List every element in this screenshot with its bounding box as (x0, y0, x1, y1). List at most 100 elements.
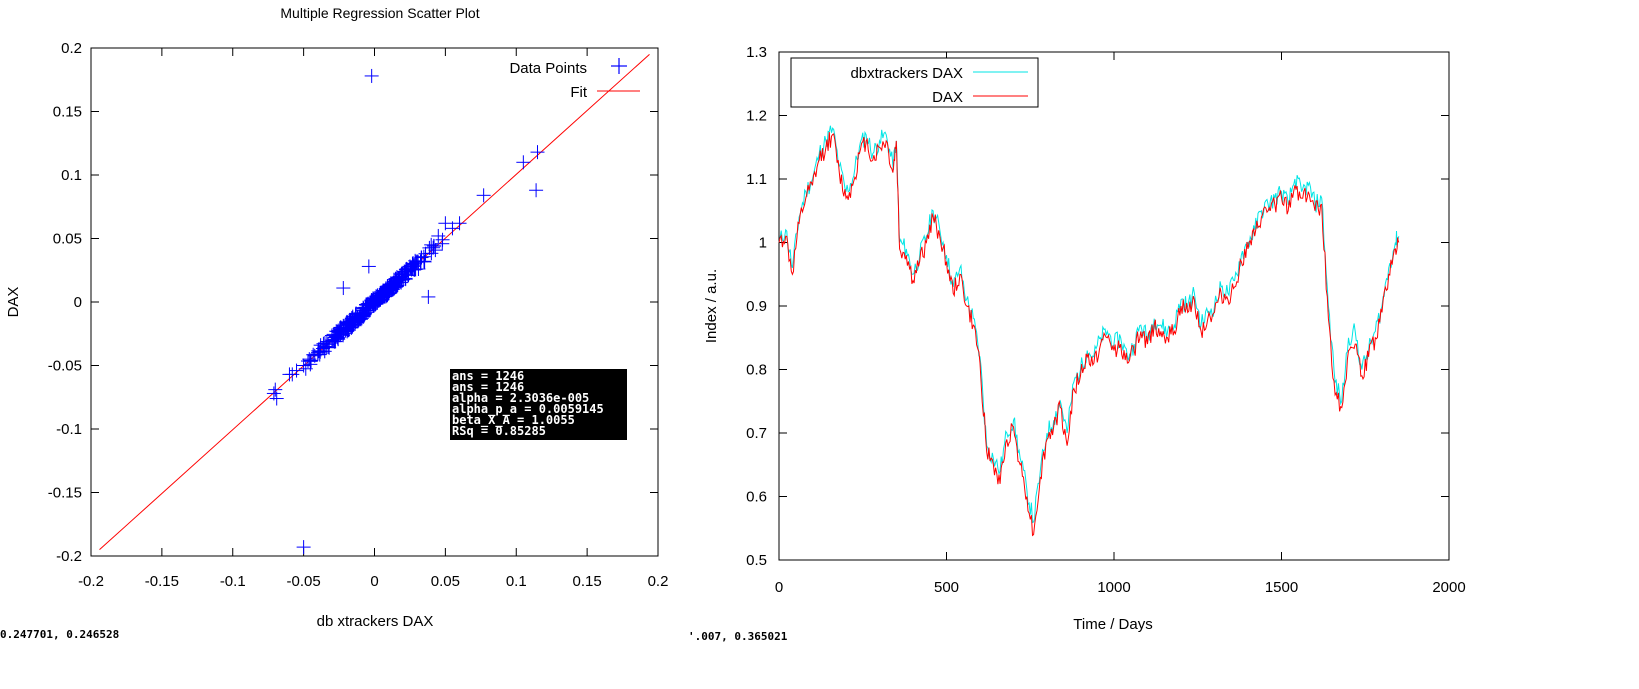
x-tick-label: 0.1 (506, 573, 527, 590)
data-point (330, 324, 345, 339)
data-point (347, 314, 362, 329)
data-point (366, 291, 381, 306)
legend: Data Points Fit (509, 58, 640, 101)
y-tick-label: 0.05 (53, 231, 82, 248)
stats-line: ans = 1246 (452, 369, 524, 383)
x-axis: -0.2 -0.15 -0.1 -0.05 0 0.05 0.1 0.15 0.2 (78, 48, 668, 590)
data-point (406, 256, 421, 271)
data-point (336, 281, 351, 296)
data-point (380, 280, 395, 295)
data-point (334, 320, 349, 335)
x-tick-label: 0.15 (573, 573, 602, 590)
legend-label-fit: Fit (570, 84, 587, 101)
x-tick-label: -0.1 (220, 573, 246, 590)
data-point (399, 263, 414, 278)
x-tick-label: 0.05 (431, 573, 460, 590)
data-point (268, 382, 283, 397)
x-tick-label: 2000 (1432, 579, 1465, 596)
x-tick-label: -0.2 (78, 573, 104, 590)
data-point (371, 291, 386, 306)
legend-marker-data-points (611, 58, 627, 74)
stats-line: alpha = 2.3036e-005 (452, 391, 589, 405)
legend-label-data-points: Data Points (509, 60, 587, 77)
data-point (530, 145, 545, 160)
data-point (342, 314, 357, 329)
legend-box (790, 57, 1039, 108)
data-point (319, 334, 334, 349)
x-axis: 0 500 1000 1500 2000 (775, 52, 1466, 596)
stats-line: ans = 1246 (452, 380, 524, 394)
legend: dbxtrackers DAX DAX (790, 57, 1039, 108)
stats-line: RSq = 0.85285 (452, 424, 546, 438)
data-point (421, 289, 436, 304)
y-tick-label: 0.9 (746, 298, 767, 315)
data-point (344, 310, 359, 325)
legend-label-dbxtrackers-dax: dbxtrackers DAX (850, 65, 963, 82)
stats-line: alpha_p_a = 0.0059145 (452, 402, 604, 417)
data-point (300, 354, 315, 369)
data-point (359, 305, 374, 320)
data-point (333, 322, 348, 337)
data-point (516, 155, 531, 170)
series-line-dbxtrackers-dax (778, 125, 1400, 524)
data-point (452, 216, 467, 231)
legend-label-dax: DAX (932, 89, 963, 106)
y-tick-label: -0.05 (48, 358, 82, 375)
data-point (391, 272, 406, 287)
plot-area (778, 125, 1400, 537)
x-tick-label: 1000 (1097, 579, 1130, 596)
plot-area (99, 53, 650, 555)
y-axis: 1.3 1.2 1.1 1 0.9 0.8 0.7 0.6 0.5 (746, 44, 1449, 569)
y-tick-label: 1.2 (746, 108, 767, 125)
data-point (435, 236, 450, 251)
y-tick-label: 0 (74, 294, 82, 311)
stats-box-background (450, 369, 627, 440)
x-tick-label: 0 (370, 573, 378, 590)
series-line-dax (778, 132, 1400, 537)
x-tick-label: -0.05 (287, 573, 321, 590)
data-point (355, 307, 370, 322)
data-point (316, 336, 331, 351)
stats-line: beta_X_A = 1.0055 (452, 413, 575, 428)
y-tick-label: 0.7 (746, 425, 767, 442)
data-point (345, 317, 360, 332)
data-point (361, 259, 376, 274)
data-point (476, 188, 491, 203)
data-point (438, 216, 453, 231)
x-axis-label: db xtrackers DAX (317, 613, 434, 630)
data-point (529, 183, 544, 198)
y-tick-label: 0.8 (746, 362, 767, 379)
data-point (282, 367, 297, 382)
y-tick-label: -0.1 (56, 421, 82, 438)
data-point (296, 540, 311, 555)
data-point (416, 249, 431, 264)
y-tick-label: 0.6 (746, 489, 767, 506)
x-tick-label: -0.15 (145, 573, 179, 590)
data-point (311, 345, 326, 360)
plot-frame (778, 51, 1450, 561)
data-point (331, 332, 346, 347)
x-tick-label: 1500 (1265, 579, 1298, 596)
data-point (422, 240, 437, 255)
data-point (400, 262, 415, 277)
y-tick-label: 0.2 (61, 40, 82, 57)
y-tick-label: 1 (759, 235, 767, 252)
data-point (269, 391, 284, 406)
x-tick-label: 0.2 (648, 573, 669, 590)
y-tick-label: -0.15 (48, 485, 82, 502)
data-point (356, 301, 371, 316)
data-point (365, 293, 380, 308)
scatter-chart: Multiple Regression Scatter Plot -0.2 -0.… (5, 5, 668, 630)
y-axis-label: Index / a.u. (703, 269, 720, 343)
data-point (317, 344, 332, 359)
data-point (445, 221, 460, 236)
x-tick-label: 500 (934, 579, 959, 596)
data-point (389, 279, 404, 294)
data-point (303, 357, 318, 372)
y-axis-label: DAX (5, 287, 22, 318)
coordinate-readout-left: 0.247701, 0.246528 (0, 628, 119, 641)
data-point (364, 68, 379, 83)
y-tick-label: 1.3 (746, 44, 767, 61)
line-chart: 0 500 1000 1500 2000 1.3 1.2 1.1 1 0.9 0.8 0.7 0.6 0… (703, 44, 1466, 633)
data-point (424, 246, 439, 261)
